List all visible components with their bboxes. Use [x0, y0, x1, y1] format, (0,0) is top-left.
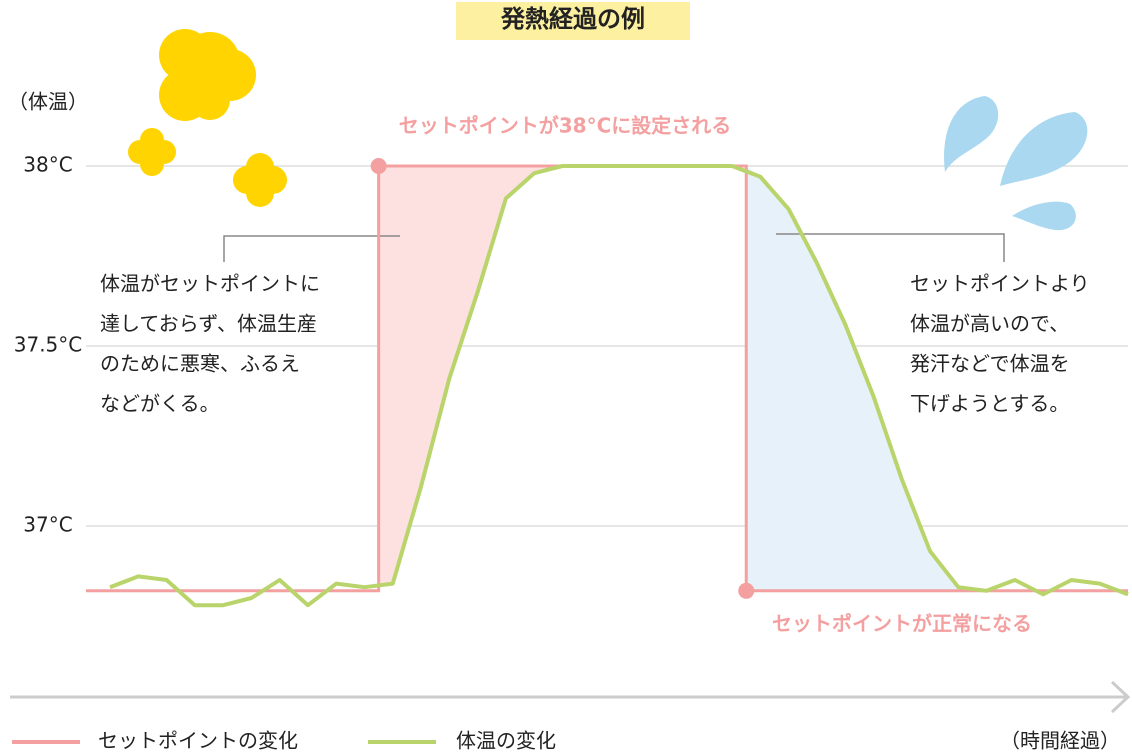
- callout-line: [776, 233, 1005, 262]
- note-line: 達しておらず、体温生産: [100, 312, 317, 336]
- note-line: 下げようとする。: [910, 392, 1069, 416]
- chart-title: 発熱経過の例: [500, 5, 645, 33]
- legend-label: セットポイントの変化: [98, 729, 298, 753]
- note-line: などがくる。: [100, 392, 220, 416]
- note-line: 体温がセットポイントに: [100, 272, 320, 296]
- time-arrow: [1110, 680, 1131, 714]
- body-temp-line: [109, 164, 1129, 608]
- x-axis-label: （時間経過）: [1000, 729, 1120, 753]
- y-axis-label: （体温）: [8, 90, 88, 114]
- sweat-icon: [944, 96, 1088, 231]
- setpoint-marker: [738, 582, 755, 599]
- rise-area: [378, 166, 563, 591]
- note-line: 発汗などで体温を: [910, 352, 1070, 376]
- fever-icon: [128, 29, 287, 207]
- annotation: セットポイントが正常になる: [772, 612, 1032, 636]
- setpoint-marker: [370, 158, 387, 174]
- y-tick-label: 38°C: [23, 153, 72, 177]
- note-line: セットポイントより: [910, 272, 1090, 296]
- setpoint-line: [86, 164, 1128, 593]
- y-tick-label: 37°C: [23, 513, 72, 537]
- note-line: のために悪寒、ふるえ: [100, 352, 300, 376]
- title-highlight: [456, 2, 690, 40]
- callout-line: [223, 235, 400, 262]
- legend-label: 体温の変化: [456, 729, 556, 753]
- note-line: 体温が高いので、: [910, 312, 1069, 336]
- annotation: セットポイントが38°Cに設定される: [399, 114, 732, 138]
- y-tick-label: 37.5°C: [14, 333, 83, 357]
